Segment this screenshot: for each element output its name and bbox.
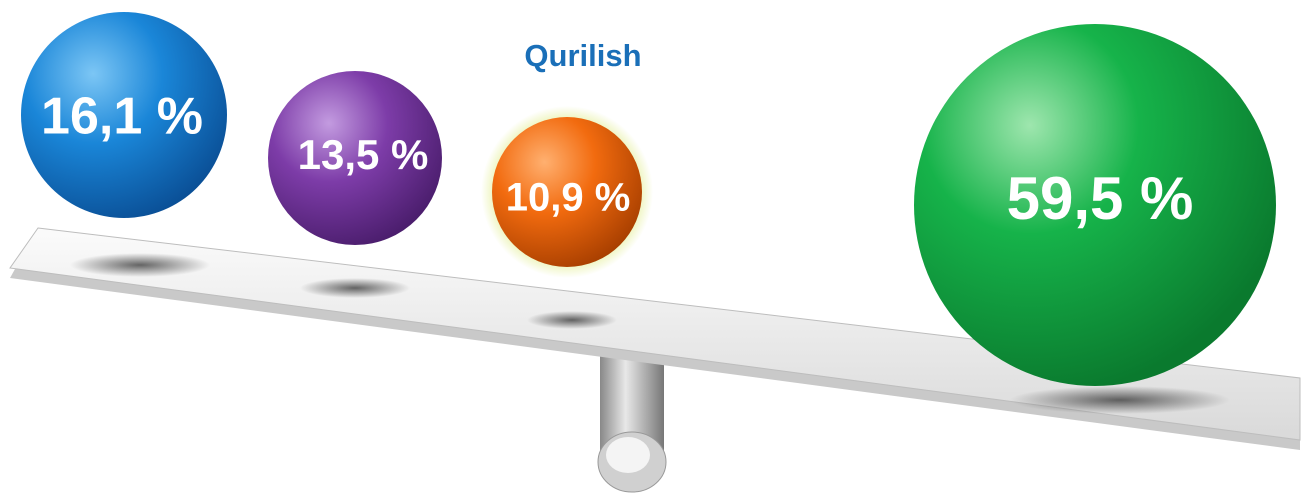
ball-shadow [300, 278, 410, 298]
ball-label: 16,1 % [41, 88, 203, 146]
page: Qurilish 16,1 % 13,5 % 10,9 % 59,5 % (()… [0, 0, 1308, 495]
ball-label: 13,5 % [298, 131, 429, 178]
balance-infographic: Qurilish 16,1 % 13,5 % 10,9 % 59,5 % [0, 0, 1308, 495]
title: Qurilish [524, 38, 641, 73]
ball-shadow [527, 311, 617, 329]
ball-shadow [1010, 386, 1230, 414]
ball-label: 10,9 % [506, 176, 631, 220]
post-highlight [606, 437, 650, 473]
ball-label: 59,5 % [1007, 165, 1194, 232]
ball-shadow [70, 253, 210, 277]
